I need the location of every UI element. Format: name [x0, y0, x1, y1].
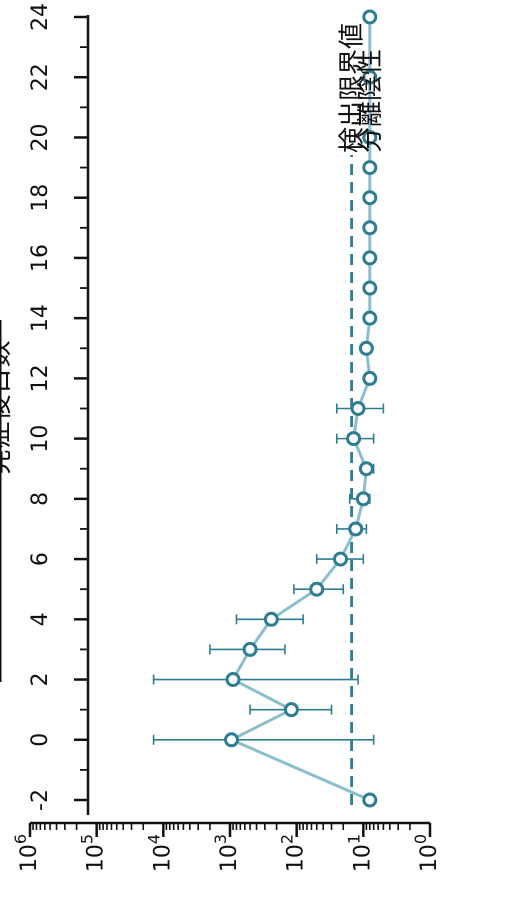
text-labels: 100101102103104105106-202468101214161820…: [0, 3, 442, 872]
x-tick-label: -2: [28, 789, 53, 811]
x-tick-label: 16: [28, 244, 53, 272]
data-point: [223, 732, 239, 748]
data-point: [362, 250, 378, 266]
y-tick-label: 104: [144, 834, 176, 872]
x-tick-label: 8: [28, 492, 53, 506]
data-point: [263, 611, 279, 627]
data-point: [348, 521, 364, 537]
data-point: [362, 310, 378, 326]
data-point: [362, 370, 378, 386]
data-point: [358, 461, 374, 477]
x-tick-label: 2: [28, 673, 53, 687]
data-point: [362, 280, 378, 296]
data-point: [358, 340, 374, 356]
x-tick-label: 6: [28, 552, 53, 566]
data-point: [362, 9, 378, 25]
x-tick-label: 20: [28, 123, 53, 151]
data-point: [362, 129, 378, 145]
data-marks: [152, 9, 385, 808]
detection-limit-label: 検出限界値: [338, 23, 368, 153]
data-point: [362, 160, 378, 176]
series-legend-label: 分離陰性: [356, 49, 386, 153]
data-point: [362, 190, 378, 206]
data-point: [283, 702, 299, 718]
x-tick-label: 22: [28, 63, 53, 91]
x-axis-title: 発症後日数: [0, 341, 15, 476]
y-tick-label: 106: [11, 834, 43, 872]
chart-rotated-group: 100101102103104105106-202468101214161820…: [0, 3, 442, 872]
x-tick-label: 12: [28, 364, 53, 392]
data-point: [362, 792, 378, 808]
y-tick-label: 102: [277, 834, 309, 872]
x-tick-label: 14: [28, 304, 53, 332]
axes: [28, 15, 432, 837]
data-point: [355, 491, 371, 507]
x-tick-label: 0: [28, 733, 53, 747]
y-tick-label: 101: [344, 834, 376, 872]
x-tick-label: 24: [28, 3, 53, 31]
data-point: [309, 581, 325, 597]
data-point: [225, 672, 241, 688]
y-tick-label: 105: [77, 834, 109, 872]
data-point: [362, 220, 378, 236]
data-point: [242, 641, 258, 657]
data-point: [362, 69, 378, 85]
data-point: [333, 551, 349, 567]
y-tick-label: 103: [211, 834, 243, 872]
data-point: [346, 431, 362, 447]
y-tick-label: 100: [411, 834, 443, 872]
x-tick-label: 10: [28, 425, 53, 453]
x-tick-label: 4: [28, 612, 53, 626]
x-tick-label: 18: [28, 184, 53, 212]
data-point: [350, 401, 366, 416]
